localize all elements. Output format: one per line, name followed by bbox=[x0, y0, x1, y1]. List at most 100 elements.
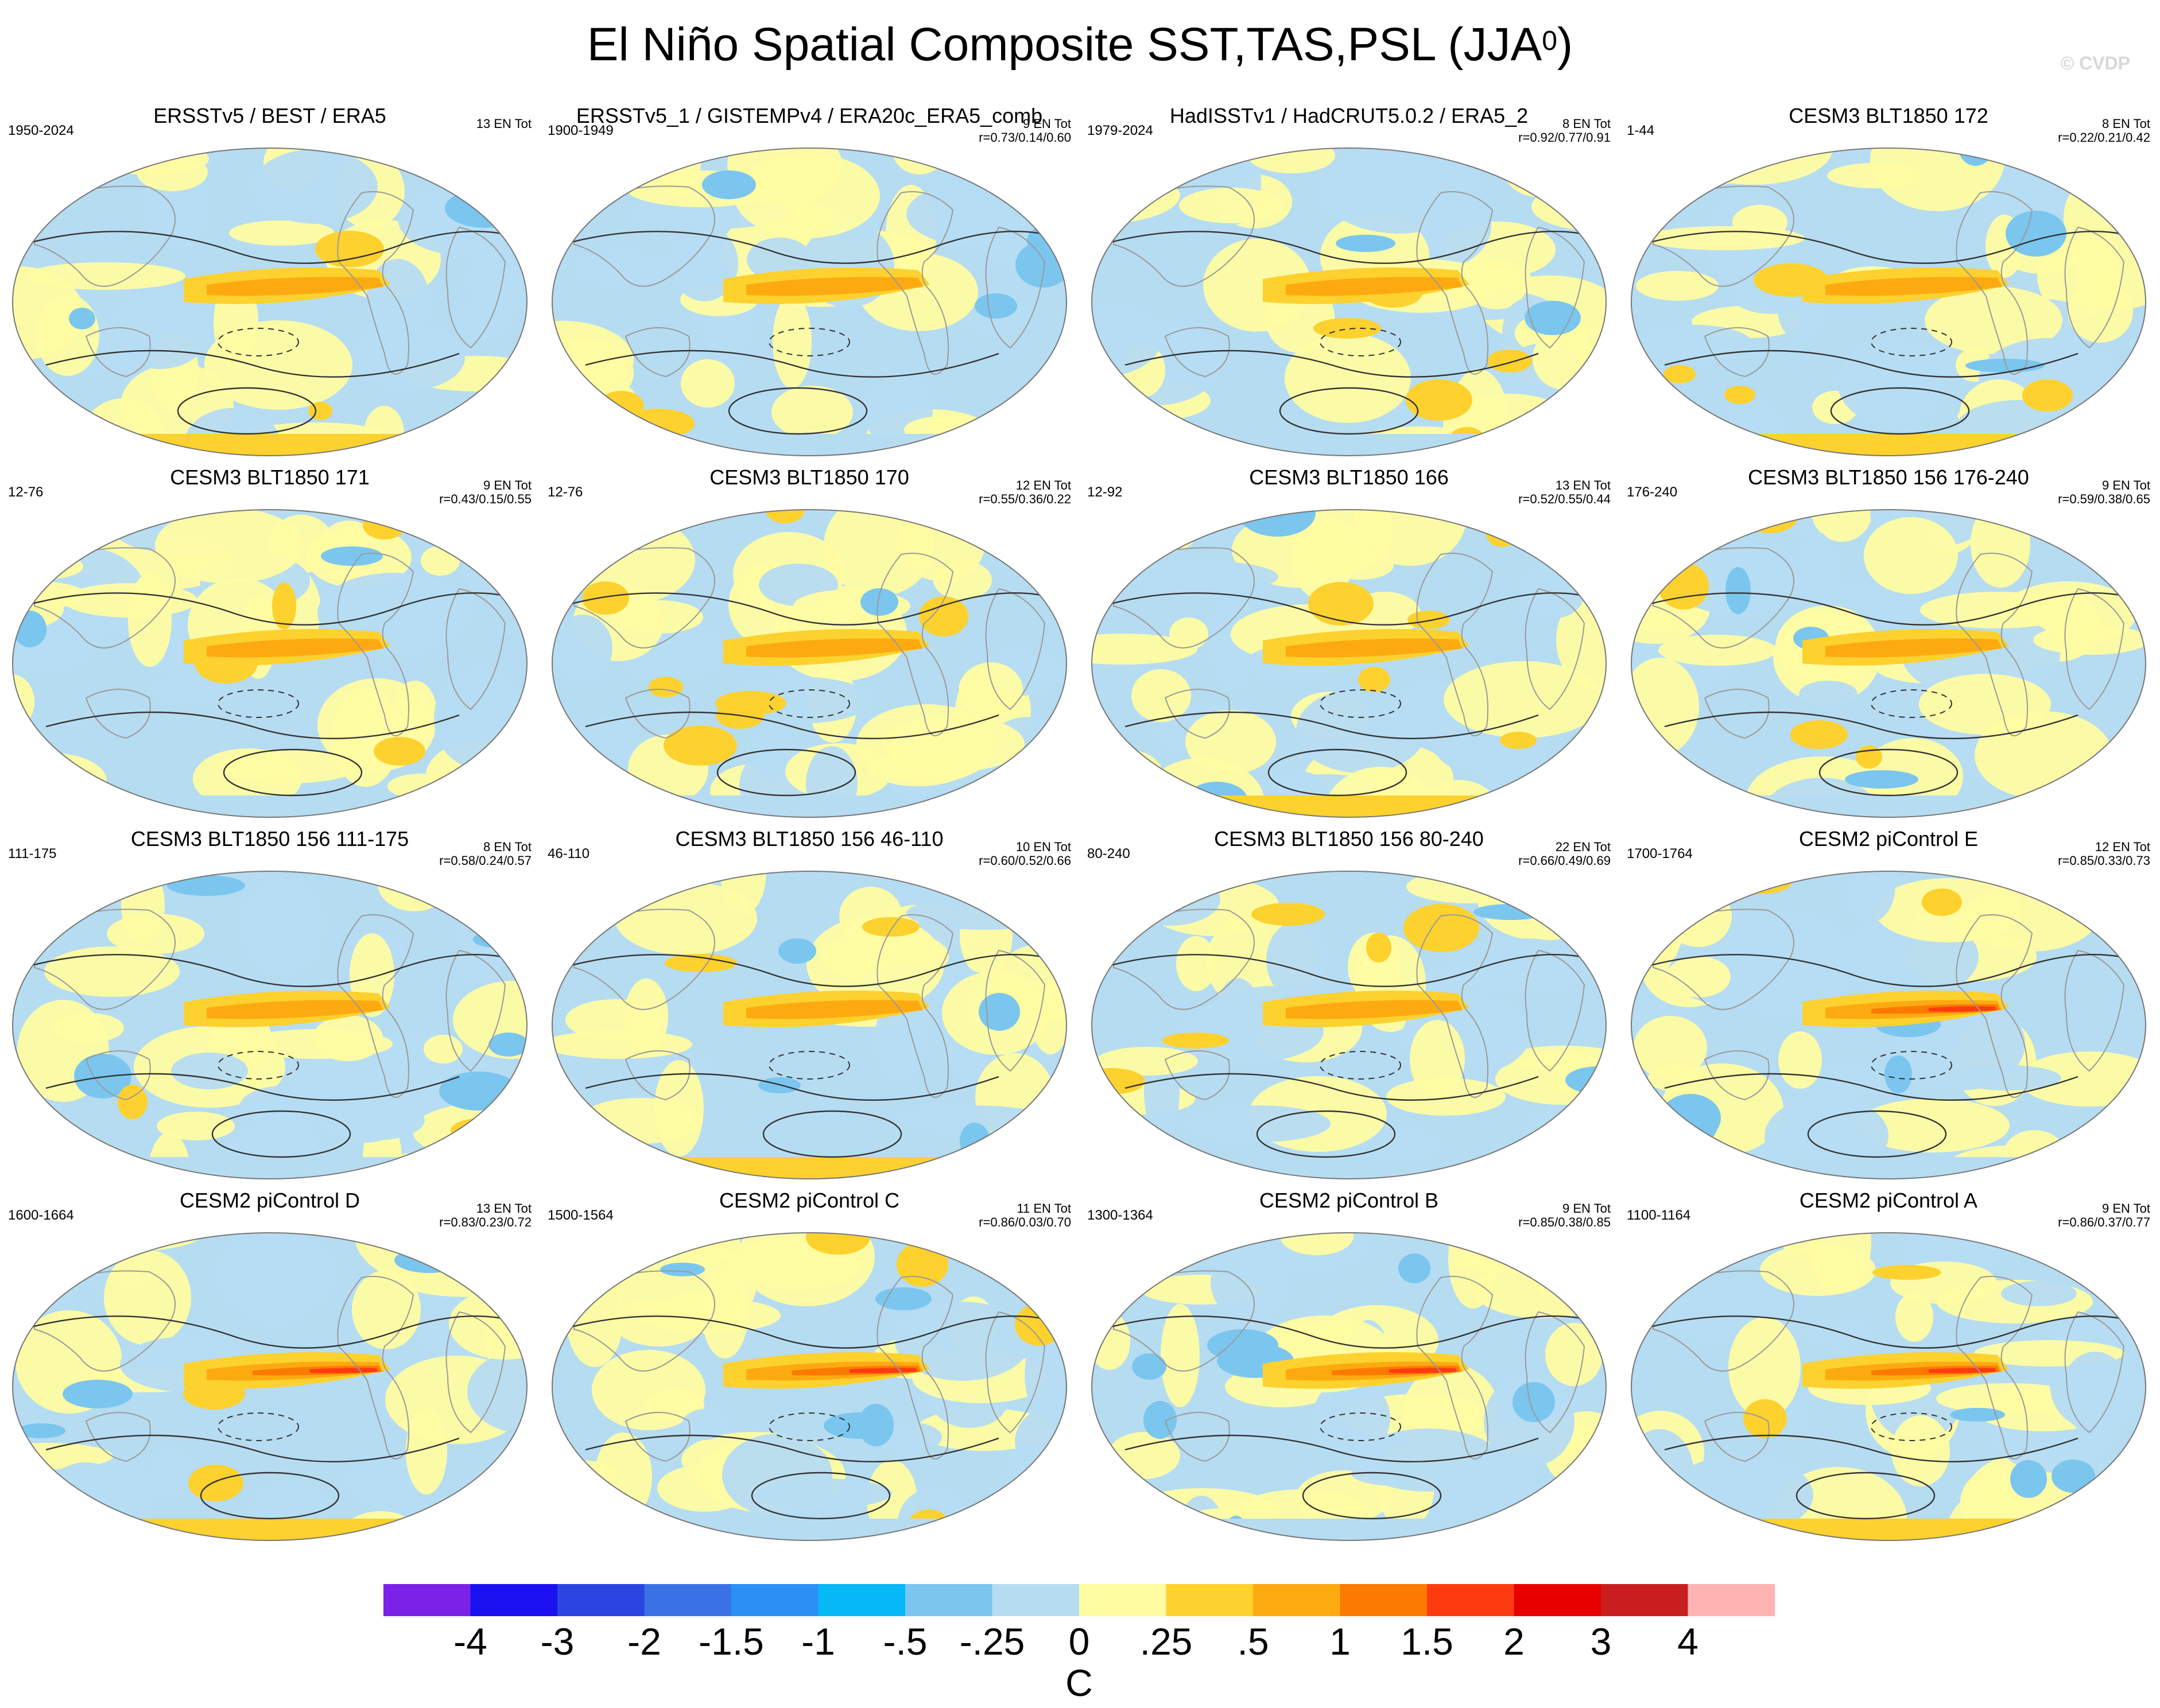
panel-title: CESM2 piControl D bbox=[179, 1189, 360, 1212]
map-panel: ERSSTv5_1 / GISTEMPv4 / ERA20c_ERA5_comb… bbox=[540, 103, 1079, 465]
map-panel: HadISSTv1 / HadCRUT5.0.2 / ERA5_2 1979-20… bbox=[1079, 103, 1619, 465]
colorbar-tick-label: 1.5 bbox=[1401, 1620, 1453, 1663]
map-panel: CESM2 piControl D 1600-1664 13 EN Tot r=0.8… bbox=[0, 1188, 540, 1550]
panel-stats: 9 EN Tot r=0.86/0.37/0.77 bbox=[2058, 1202, 2150, 1229]
composite-map bbox=[12, 509, 528, 818]
panel-period: 12-76 bbox=[548, 484, 583, 500]
colorbar-tick-label: 2 bbox=[1503, 1620, 1525, 1663]
composite-map bbox=[1631, 509, 2146, 818]
composite-map bbox=[1631, 147, 2146, 456]
colorbar-swatch bbox=[1601, 1584, 1688, 1616]
colorbar-tick-label: -.25 bbox=[959, 1620, 1025, 1663]
colorbar-swatch bbox=[1340, 1584, 1428, 1616]
panel-pattern-correlation: r=0.86/0.03/0.70 bbox=[979, 1215, 1071, 1229]
map-panel: CESM3 BLT1850 170 12-76 12 EN Tot r=0.55/0.… bbox=[540, 465, 1079, 826]
panel-title: ERSSTv5_1 / GISTEMPv4 / ERA20c_ERA5_comb bbox=[576, 104, 1043, 127]
panel-title: CESM3 BLT1850 170 bbox=[709, 465, 909, 489]
panel-pattern-correlation: r=0.73/0.14/0.60 bbox=[979, 130, 1071, 145]
panel-pattern-correlation: r=0.58/0.24/0.57 bbox=[439, 853, 532, 868]
map-panel: CESM3 BLT1850 166 12-92 13 EN Tot r=0.52/0.… bbox=[1079, 465, 1619, 826]
watermark: © CVDP bbox=[2060, 53, 2130, 73]
panel-title: CESM3 BLT1850 156 80-240 bbox=[1214, 827, 1484, 851]
colorbar-swatch bbox=[1079, 1584, 1166, 1616]
panel-stats: 13 EN Tot r=0.52/0.55/0.44 bbox=[1518, 479, 1611, 506]
colorbar-swatch bbox=[1688, 1584, 1775, 1616]
panel-period: 111-175 bbox=[8, 846, 57, 861]
map-panel: ERSSTv5 / BEST / ERA5 1950-2024 13 EN Tot bbox=[0, 103, 540, 465]
panel-stats: 8 EN Tot r=0.92/0.77/0.91 bbox=[1518, 117, 1611, 145]
panel-title: CESM2 piControl A bbox=[1799, 1189, 1978, 1212]
panel-pattern-correlation: r=0.55/0.36/0.22 bbox=[979, 492, 1071, 506]
panel-period: 1600-1664 bbox=[8, 1208, 74, 1223]
panel-event-count: 9 EN Tot bbox=[1023, 117, 1071, 131]
panel-period: 1300-1364 bbox=[1087, 1208, 1153, 1223]
map-panel: CESM2 piControl E 1700-1764 12 EN Tot r=0.8… bbox=[1619, 826, 2158, 1188]
panel-stats: 12 EN Tot r=0.85/0.33/0.73 bbox=[2058, 840, 2150, 868]
map-panel: CESM2 piControl C 1500-1564 11 EN Tot r=0.8… bbox=[540, 1188, 1079, 1550]
map-panel: CESM3 BLT1850 156 111-175 111-175 8 EN Tot… bbox=[0, 826, 540, 1188]
panel-stats: 9 EN Tot r=0.43/0.15/0.55 bbox=[439, 479, 532, 506]
colorbar-tick-label: 0 bbox=[1068, 1620, 1090, 1663]
colorbar-tick-label: -1.5 bbox=[699, 1620, 764, 1663]
panel-event-count: 22 EN Tot bbox=[1555, 840, 1611, 854]
composite-map bbox=[1631, 1232, 2146, 1541]
panel-title: CESM3 BLT1850 156 46-110 bbox=[675, 827, 944, 851]
colorbar-tick-label: 4 bbox=[1677, 1620, 1698, 1663]
colorbar-swatch bbox=[1427, 1584, 1514, 1616]
panel-event-count: 8 EN Tot bbox=[1562, 117, 1611, 131]
figure-title-text: El Niño Spatial Composite SST,TAS,PSL (J… bbox=[587, 18, 1542, 71]
composite-map bbox=[1091, 147, 1607, 456]
composite-map bbox=[552, 147, 1067, 456]
map-panel: CESM2 piControl B 1300-1364 9 EN Tot r=0.85… bbox=[1079, 1188, 1619, 1550]
panel-stats: 9 EN Tot r=0.73/0.14/0.60 bbox=[979, 117, 1071, 145]
map-panel: CESM3 BLT1850 156 46-110 46-110 10 EN Tot r… bbox=[540, 826, 1079, 1188]
colorbar-tick-label: 1 bbox=[1329, 1620, 1351, 1663]
panel-pattern-correlation: r=0.66/0.49/0.69 bbox=[1518, 853, 1611, 868]
panel-period: 1700-1764 bbox=[1627, 846, 1693, 861]
panel-title: CESM3 BLT1850 172 bbox=[1789, 104, 1988, 127]
panel-period: 12-92 bbox=[1087, 484, 1123, 500]
composite-map bbox=[1091, 1232, 1607, 1541]
panel-event-count: 13 EN Tot bbox=[476, 1201, 532, 1216]
panel-title: ERSSTv5 / BEST / ERA5 bbox=[153, 104, 386, 127]
colorbar-tick-label: -1 bbox=[801, 1620, 835, 1663]
panel-pattern-correlation: r=0.92/0.77/0.91 bbox=[1518, 130, 1611, 145]
panel-title: CESM2 piControl E bbox=[1798, 827, 1979, 851]
panel-event-count: 13 EN Tot bbox=[1555, 478, 1611, 492]
panel-stats: 13 EN Tot r=0.83/0.23/0.72 bbox=[439, 1202, 532, 1229]
colorbar-tick-label: -.5 bbox=[883, 1620, 928, 1663]
panel-stats: 13 EN Tot bbox=[476, 117, 532, 131]
panel-pattern-correlation: r=0.60/0.52/0.66 bbox=[979, 853, 1071, 868]
colorbar-tick-label: -3 bbox=[540, 1620, 575, 1663]
colorbar-swatch bbox=[818, 1584, 906, 1616]
panel-pattern-correlation: r=0.43/0.15/0.55 bbox=[439, 492, 532, 506]
panel-period: 1500-1564 bbox=[548, 1208, 614, 1223]
panel-event-count: 11 EN Tot bbox=[1017, 1201, 1071, 1216]
panel-pattern-correlation: r=0.59/0.38/0.65 bbox=[2058, 492, 2150, 506]
figure-title-superscript: 0 bbox=[1542, 26, 1557, 56]
panel-stats: 11 EN Tot r=0.86/0.03/0.70 bbox=[979, 1202, 1071, 1229]
composite-map bbox=[1631, 871, 2146, 1179]
panel-title: CESM2 piControl B bbox=[1259, 1189, 1439, 1212]
composite-map bbox=[552, 509, 1067, 818]
colorbar-unit: C bbox=[1065, 1662, 1093, 1704]
panel-stats: 9 EN Tot r=0.59/0.38/0.65 bbox=[2058, 479, 2150, 506]
panel-period: 176-240 bbox=[1627, 484, 1678, 500]
panel-title: CESM3 BLT1850 156 176-240 bbox=[1748, 465, 2029, 489]
colorbar-swatch bbox=[383, 1584, 471, 1616]
panel-period: 1950-2024 bbox=[8, 123, 74, 138]
panel-period: 1900-1949 bbox=[548, 123, 614, 138]
colorbar-swatch bbox=[905, 1584, 992, 1616]
map-panel: CESM3 BLT1850 171 12-76 9 EN Tot r=0.43/0.1… bbox=[0, 465, 540, 826]
panel-event-count: 10 EN Tot bbox=[1015, 840, 1071, 854]
colorbar-swatch bbox=[1514, 1584, 1601, 1616]
composite-map bbox=[1091, 509, 1607, 818]
colorbar-tick-label: .5 bbox=[1237, 1620, 1269, 1663]
panel-period: 46-110 bbox=[548, 846, 590, 861]
panel-pattern-correlation: r=0.85/0.38/0.85 bbox=[1518, 1215, 1611, 1229]
panel-event-count: 12 EN Tot bbox=[1015, 478, 1071, 492]
colorbar-swatch bbox=[731, 1584, 819, 1616]
panel-stats: 8 EN Tot r=0.58/0.24/0.57 bbox=[439, 840, 532, 868]
panel-title: CESM3 BLT1850 156 111-175 bbox=[130, 827, 409, 851]
panel-stats: 9 EN Tot r=0.85/0.38/0.85 bbox=[1518, 1202, 1611, 1229]
